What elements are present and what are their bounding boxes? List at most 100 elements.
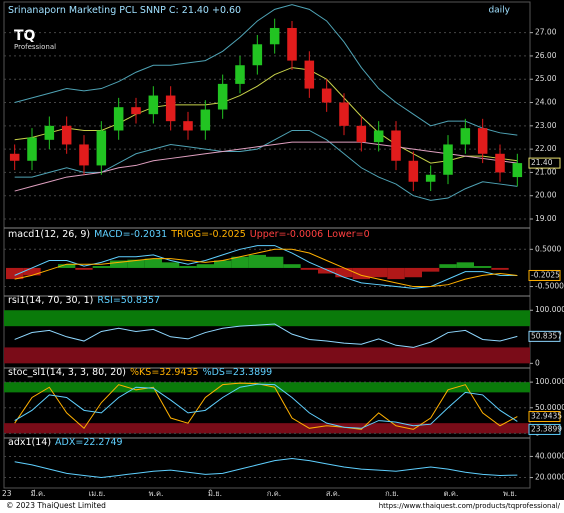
macd-histogram-bar [439,264,457,268]
x-tick-label: เม.ย. [89,489,106,498]
y-tick-label: 22.00 [535,144,557,153]
overbought-zone [4,310,530,327]
candle-body [356,125,367,143]
macd-histogram-bar [352,267,370,280]
url: https://www.thaiquest.com/products/tqpro… [379,502,561,510]
indicator-line [14,323,518,348]
indicator-line [14,458,518,479]
x-tick-label: ก.ย. [385,489,399,498]
panel-title: Srinanaporn Marketing PCL SNNP C: 21.40 … [8,5,241,16]
panel-title: stoc_sl1(14, 3, 3, 80, 20) %KS=32.9435 %DS… [8,367,272,378]
x-tick-label: ก.ค. [267,489,281,498]
macd-histogram-bar [58,264,76,268]
macd-histogram-bar [110,260,128,268]
panel-title: rsi1(14, 70, 30, 1) RSI=50.8357 [8,295,160,306]
value-tag [528,423,561,435]
plot-frame [3,1,531,489]
indicator-line [14,383,518,429]
title-part: MACD=-0.2031 [94,229,167,240]
title-part: rsi1(14, 70, 30, 1) [8,295,93,306]
candle-body [391,130,401,161]
x-tick-label: มิ.ย. [208,489,222,498]
candle-body [165,95,176,122]
x-tick-label: มี.ค. [31,489,46,498]
candle-body [200,109,211,131]
title-part: adx1(14) [8,437,51,448]
title-part: RSI=50.8357 [97,295,160,306]
y-tick-label: 21.00 [535,167,557,176]
candle-body [339,102,349,126]
macd-histogram-bar [248,254,266,268]
candle-body [79,144,89,166]
macd-histogram-bar [231,256,249,268]
oversold-zone [4,423,530,434]
value-tag-label: 32.9435 [531,412,562,421]
macd-histogram-bar [179,266,197,268]
x-tick-label: ต.ค. [444,489,459,498]
y-tick-label: 26.00 [535,51,557,60]
logo-text: Professional [14,43,56,51]
title-part: Srinanaporn Marketing PCL SNNP C: 21.40 … [8,5,241,16]
value-tag-label: 21.40 [531,158,553,167]
indicator-line [14,4,518,136]
y-tick-label: -0.5000 [535,282,564,291]
y-tick-label: 50.0000 [535,403,564,412]
macd-histogram-bar [196,264,214,268]
y-tick-label: 19.00 [535,214,557,223]
macd-histogram-bar [422,267,440,272]
candle-body [287,27,297,61]
candle-body [495,153,505,173]
title-part: ADX=22.2749 [55,437,123,448]
macd-histogram-bar [127,259,145,268]
x-tick-label: พ.ย. [503,489,517,498]
y-tick-label: 0 [535,358,540,367]
candle-body [408,160,419,182]
macd-histogram-bar [404,267,422,278]
value-tag [528,411,561,423]
x-tick-label: ส.ค. [326,489,340,498]
value-tag-label: 23.3899 [531,424,562,433]
indicator-line [14,382,518,430]
candle-body [148,95,159,115]
candle-body [252,44,263,66]
title-part: %DS=23.3899 [203,367,273,378]
y-tick-label: 25.00 [535,74,557,83]
y-tick-label: 100.0000 [535,377,564,386]
indicator-line [14,141,518,192]
y-tick-label: 20.0000 [535,473,564,482]
candle-body [61,125,72,145]
value-tag-label: -0.2025 [531,270,560,279]
title-part: macd1(12, 26, 9) [8,229,90,240]
macd-histogram-bar [300,267,318,270]
candle-body [96,130,107,166]
candle-body [460,128,471,145]
macd-histogram-bar [144,258,162,268]
candle-body [321,88,332,103]
title-part: Lower=0 [327,229,369,240]
title-part: %KS=32.9435 [130,367,199,378]
period-label: daily [488,6,510,16]
y-tick-label: 100.0000 [535,305,564,314]
panel-title: adx1(14) ADX=22.2749 [8,437,123,448]
value-tag [528,330,561,342]
macd-histogram-bar [214,260,232,268]
title-part: stoc_sl1(14, 3, 3, 80, 20) [8,367,126,378]
y-tick-label: 27.00 [535,28,557,37]
macd-histogram-bar [266,256,284,268]
y-tick-label: 23.00 [535,121,557,130]
candle-body [443,144,453,175]
copyright: © 2023 ThaiQuest Limited [6,501,106,510]
macd-histogram-bar [162,262,180,268]
candle-body [131,107,141,115]
candle-body [44,125,55,140]
title-part: Upper=-0.0006 [250,229,323,240]
y-tick-label: 0.5000 [535,244,561,253]
indicator-line [14,248,518,288]
macd-histogram-bar [318,267,336,274]
macd-histogram-bar [75,267,93,270]
macd-histogram-bar [491,267,509,270]
year-label: 23 [2,489,12,498]
candle-body [269,27,280,45]
macd-histogram-bar [456,262,474,268]
